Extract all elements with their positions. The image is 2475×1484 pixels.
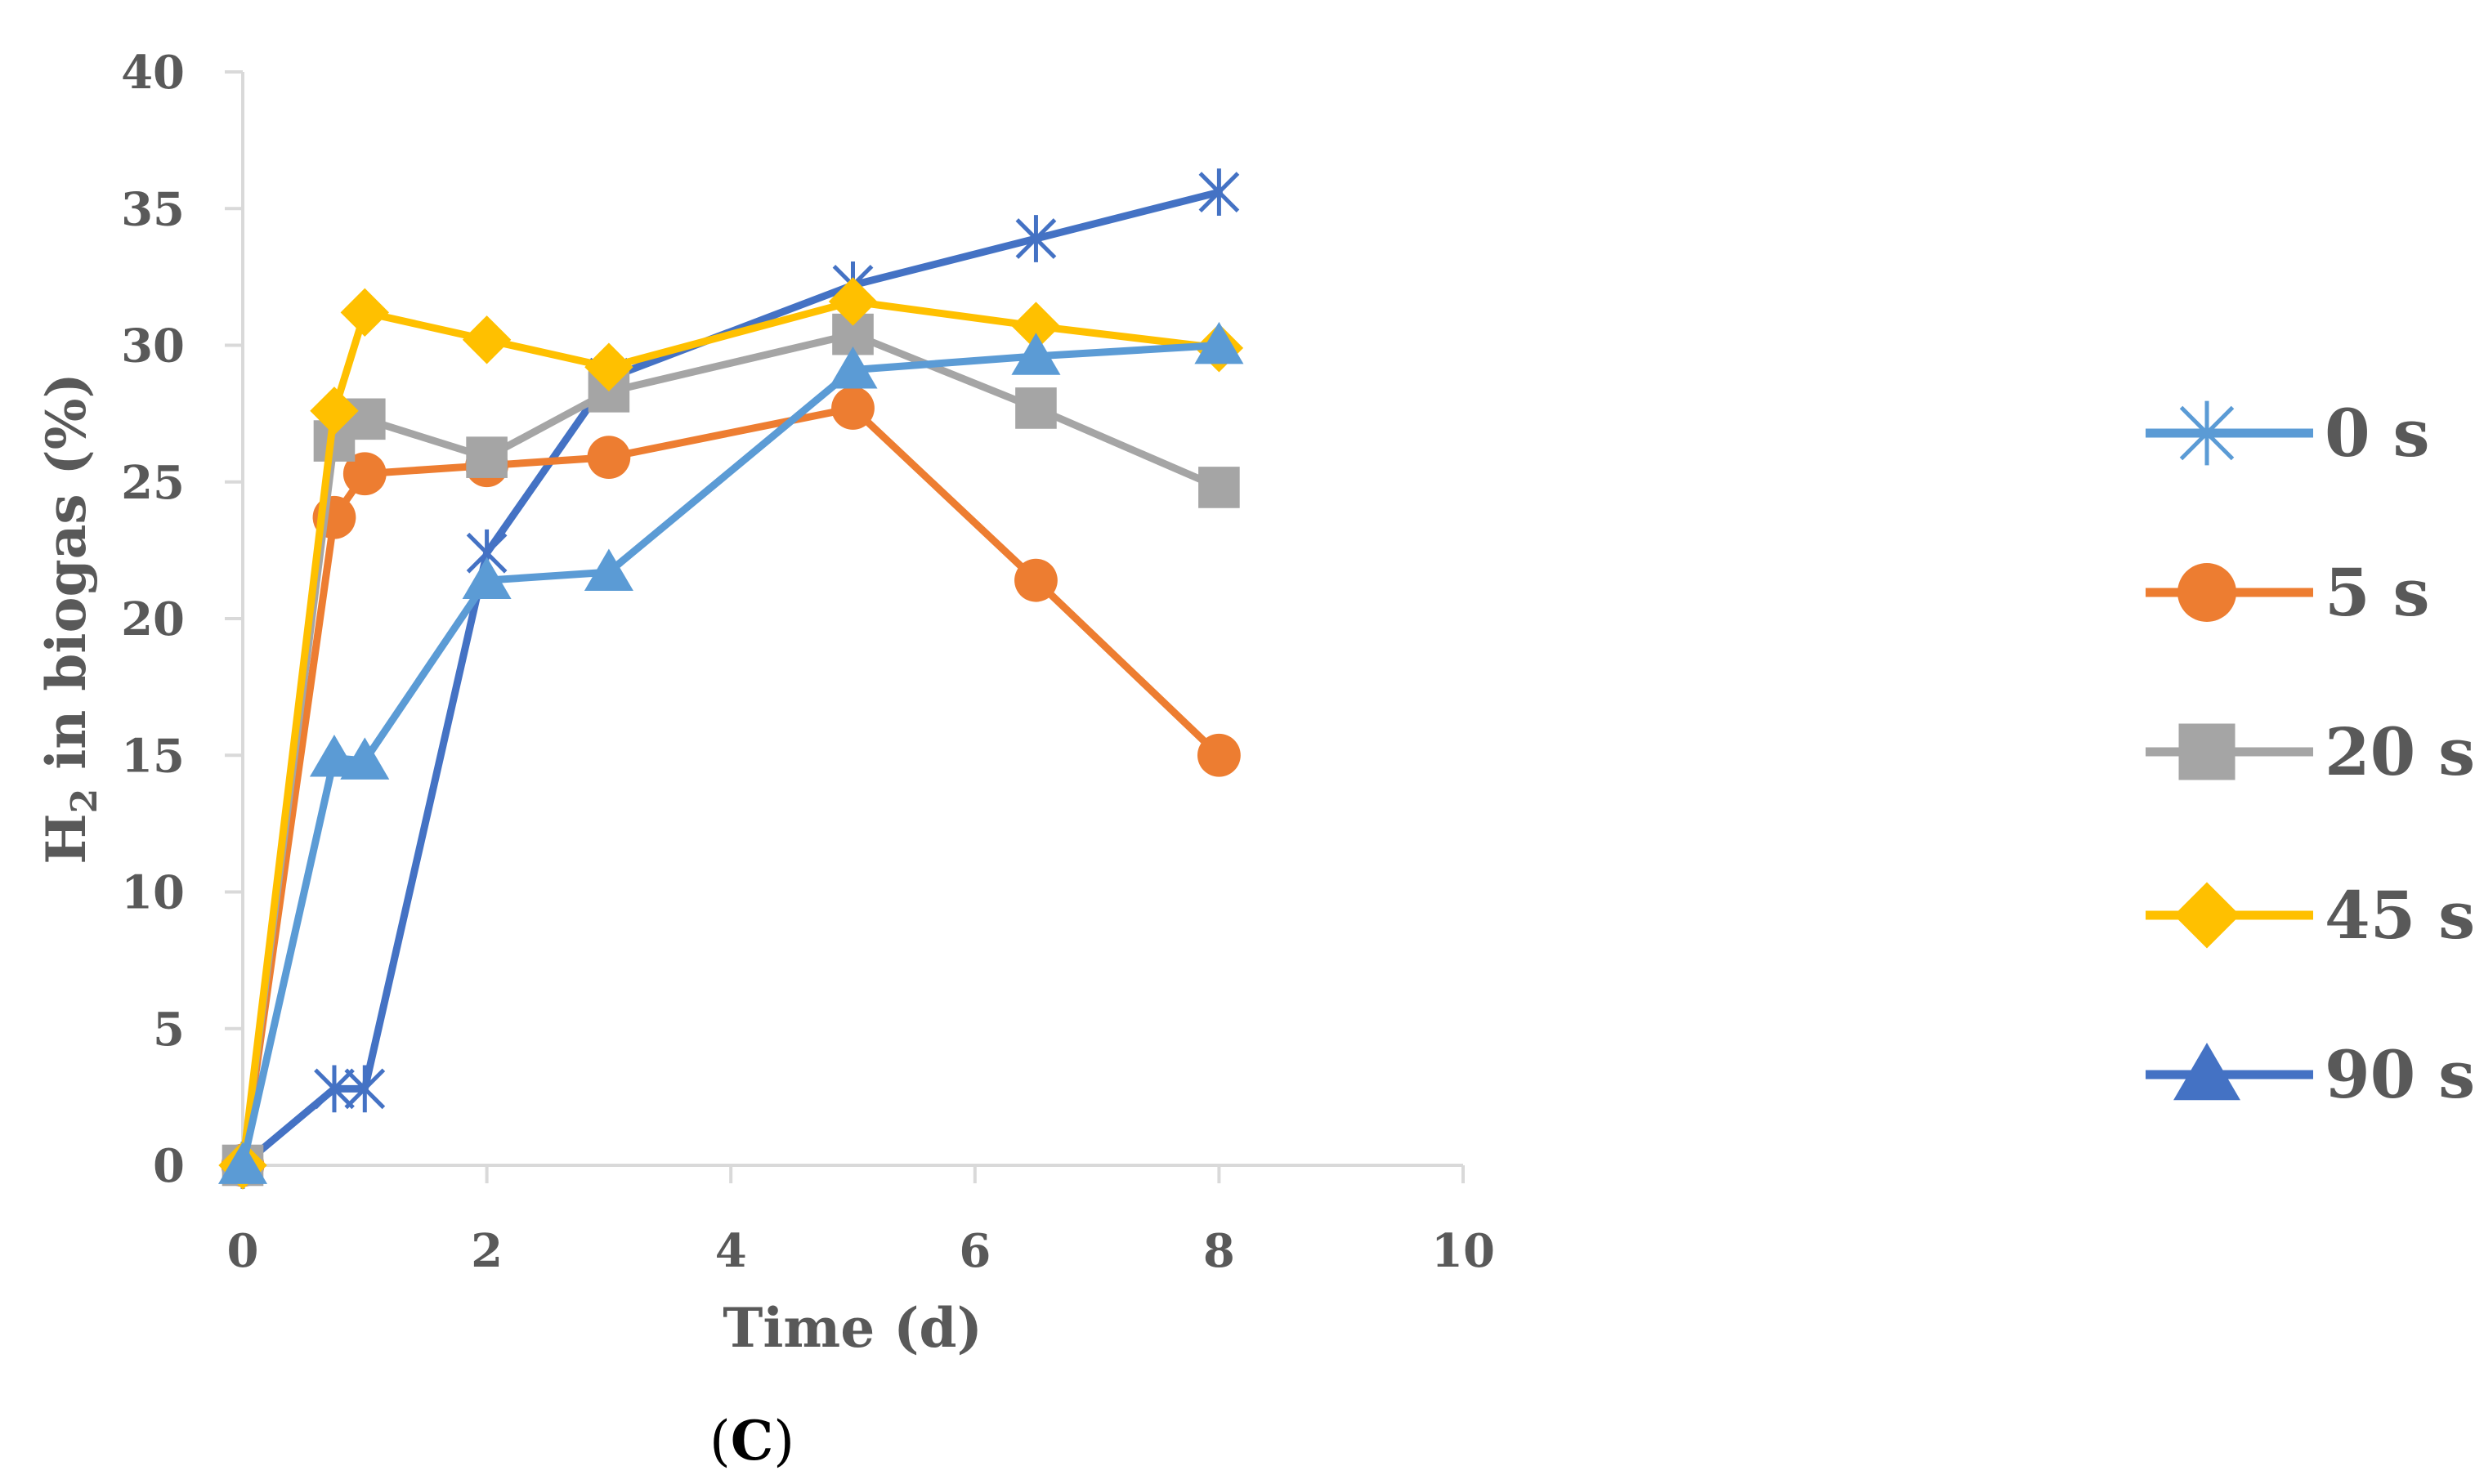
data-point-90s [217,1142,268,1184]
data-point-20s [1198,467,1240,508]
data-point-45s [1011,302,1061,351]
data-point-5s [831,387,875,430]
x-tick-label: 8 [1203,1224,1235,1278]
x-tick-label: 4 [715,1224,747,1278]
data-point-0s [314,1065,355,1113]
y-axis-title-rest: in biogas (%) [34,373,98,788]
series-90s [217,321,1244,1184]
legend: 0 s 5 s 20 s 45 s 90 s [2146,395,2475,1113]
data-point-90s [462,556,512,600]
data-point-90s [340,737,390,780]
y-tick-label: 40 [121,46,185,100]
caption-letter: C [731,1409,774,1473]
y-tick-label: 25 [121,456,185,510]
y-axis-title: H2 in biogas (%) [34,373,105,864]
x-axis-ticks: 0 2 4 6 8 10 [227,1165,1495,1278]
y-axis-title-subscript: 2 [64,789,105,814]
legend-item-0s: 0 s [2146,395,2430,472]
data-point-45s [828,277,878,326]
x-tick-label: 6 [959,1224,991,1278]
data-point-5s [587,436,631,480]
y-tick-label: 0 [153,1139,185,1193]
data-point-90s [1194,321,1244,364]
data-point-5s [1197,733,1241,777]
y-tick-label: 15 [121,729,185,783]
y-tick-label: 5 [153,1003,185,1057]
y-tick-label: 35 [121,182,185,236]
legend-marker-5s [2177,563,2236,622]
data-point-90s [1011,333,1061,375]
data-point-5s [1014,558,1058,602]
legend-item-20s: 20 s [2146,713,2475,790]
data-point-45s [462,315,512,364]
data-point-20s [1015,387,1057,429]
figure-caption: (C) [709,1409,794,1473]
data-point-90s [828,346,878,389]
data-point-0s [1198,168,1240,217]
legend-item-45s: 45 s [2146,877,2475,954]
y-tick-label: 10 [121,866,185,920]
series-20s [222,313,1240,1187]
legend-item-90s: 90 s [2146,1036,2475,1113]
legend-label-20s: 20 s [2325,713,2475,790]
x-axis-title: Time (d) [723,1296,982,1360]
x-tick-label: 2 [471,1224,503,1278]
series-line-20s [239,330,1223,1169]
data-point-5s [342,452,387,496]
data-point-0s [1015,215,1057,262]
data-point-45s [340,288,389,337]
x-tick-label: 0 [227,1224,259,1278]
caption-open-paren: ( [709,1410,731,1473]
data-point-0s [344,1065,386,1113]
legend-marker-90s [2173,1043,2240,1101]
legend-label-0s: 0 s [2325,395,2430,472]
legend-label-45s: 45 s [2325,877,2475,954]
series-line-90s [239,342,1223,1169]
legend-marker-45s [2173,882,2240,949]
series-line-5s [239,404,1223,1169]
axes: 0 5 10 15 20 25 30 35 40 0 2 4 6 8 10 [121,46,1495,1278]
caption-close-paren: ) [773,1410,794,1473]
legend-item-5s: 5 s [2146,554,2430,631]
x-tick-label: 10 [1431,1224,1495,1278]
series-line-0s [239,188,1223,1169]
legend-marker-0s [2179,400,2235,466]
data-point-90s [584,548,633,592]
data-point-45s [310,387,359,436]
data-point-90s [309,734,360,777]
legend-label-90s: 90 s [2325,1036,2475,1113]
y-axis-title-main: H [34,813,98,864]
legend-marker-20s [2178,723,2236,780]
data-point-20s [466,436,508,478]
y-tick-label: 30 [121,320,185,373]
legend-label-5s: 5 s [2325,554,2430,631]
y-tick-label: 20 [121,592,185,646]
series-5s [221,387,1241,1187]
y-axis-ticks: 0 5 10 15 20 25 30 35 40 [121,46,243,1193]
plot-area [217,168,1244,1190]
data-point-45s [584,342,633,391]
